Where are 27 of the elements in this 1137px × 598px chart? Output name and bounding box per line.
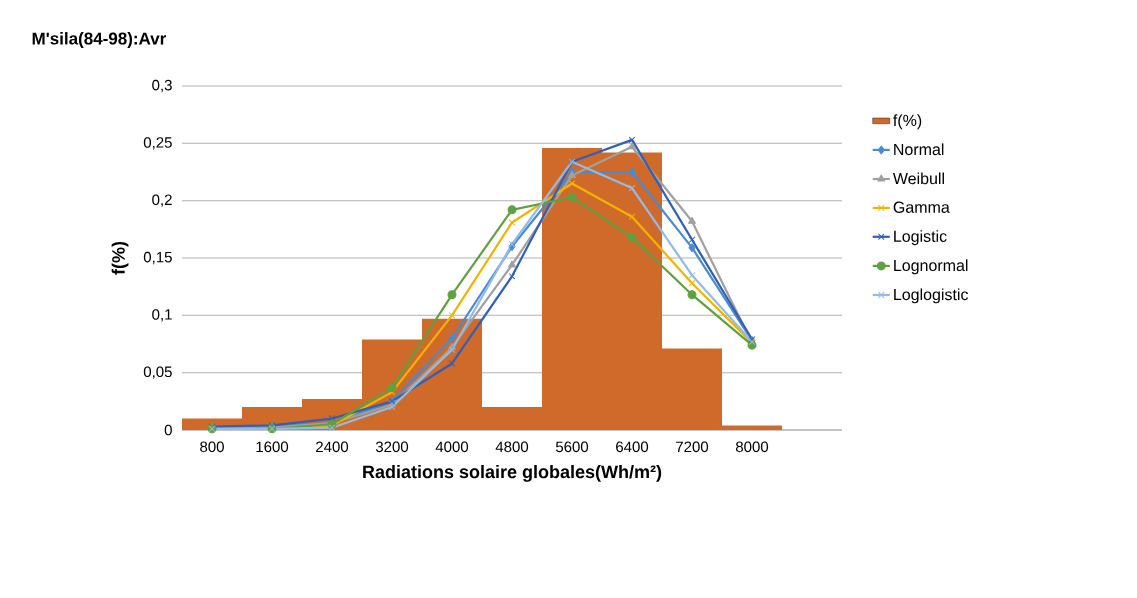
legend-label: Weibull [892,172,944,185]
y-axis-title: f(%) [111,241,129,275]
y-tick-label: 0,25 [143,137,172,150]
legend-label: f(%) [893,114,922,130]
legend-label: Lognormal [894,259,968,275]
x-tick-label: 3200 [375,441,409,453]
y-tick-label: 0,3 [152,79,172,93]
x-tick-label: 2400 [316,441,349,453]
legend-label: Normal [894,143,944,156]
y-tick-label: 0,05 [143,366,172,379]
y-tick-label: 0 [164,424,172,436]
x-tick-label: 800 [200,441,224,453]
x-tick-label: 7200 [676,441,709,453]
x-tick-label: 6400 [616,441,649,453]
legend-label: Gamma [893,201,950,213]
y-tick-label: 0,1 [152,309,172,322]
x-tick-label: 8000 [735,441,769,453]
x-tick-label: 5600 [555,441,589,453]
y-tick-label: 0,2 [152,194,172,207]
legend-label: Loglogistic [894,288,969,304]
x-axis-title: Radiations solaire globales(Wh/m²) [363,465,662,482]
x-tick-label: 1600 [256,441,289,453]
y-tick-label: 0,15 [143,251,172,265]
chart-title: M'sila(84-98):Avr [32,32,166,48]
x-tick-label: 4000 [435,441,469,453]
x-tick-label: 4800 [495,441,529,453]
legend-label: Logistic [894,230,947,246]
